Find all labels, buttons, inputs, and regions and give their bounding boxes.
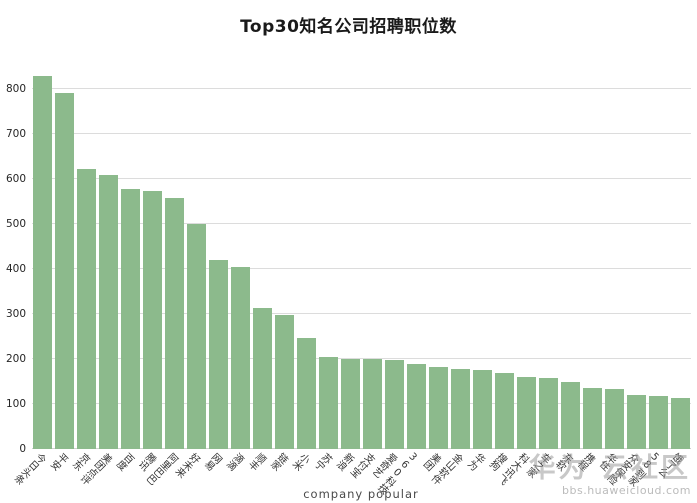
bar-华为 <box>472 370 492 449</box>
x-tick-label-小米: 小米 <box>288 449 311 472</box>
bar-好未来 <box>187 224 207 449</box>
x-tick-label-百度: 百度 <box>113 449 136 472</box>
gridline-y200 <box>32 358 691 359</box>
bar-今日头条 <box>33 76 53 449</box>
bar-滴滴 <box>231 266 251 449</box>
x-tick-label-链家: 链家 <box>266 449 289 472</box>
x-tick-label-网易: 网易 <box>201 449 223 472</box>
bar-金山软件 <box>450 368 470 449</box>
bar-携程 <box>582 387 602 449</box>
bar-平安 <box>55 93 75 449</box>
y-tick-label: 200 <box>5 353 26 365</box>
x-tick-label-滴滴: 滴滴 <box>222 449 245 472</box>
gridline-y800 <box>32 88 691 89</box>
bar-美团 <box>428 366 448 449</box>
bar-链家 <box>275 315 295 449</box>
bar-车之家 <box>538 377 558 449</box>
bar-饿了么 <box>670 398 690 449</box>
gridline-y100 <box>32 403 691 404</box>
bar-顺丰 <box>253 308 273 449</box>
bar-小米 <box>297 337 317 449</box>
bar-东软 <box>560 382 580 449</box>
bar-众安保险 <box>626 394 646 449</box>
bar-360科技 <box>406 363 426 449</box>
y-tick-label: 400 <box>5 263 26 275</box>
gridline-y300 <box>32 313 691 314</box>
x-tick-label-顺丰: 顺丰 <box>244 449 267 472</box>
y-tick-label: 800 <box>5 83 26 95</box>
bar-爱奇艺 <box>384 360 404 449</box>
gridline-y600 <box>32 178 691 179</box>
gridline-y500 <box>32 223 691 224</box>
x-axis-title: company popular <box>303 487 419 501</box>
y-tick-label: 700 <box>5 128 26 140</box>
bar-58到家 <box>648 396 668 449</box>
bar-支付宝 <box>362 359 382 449</box>
bar-苏宁 <box>319 357 339 449</box>
bar-京东 <box>77 168 97 449</box>
bar-阿里巴巴 <box>165 198 185 449</box>
x-tick-label-东软: 东软 <box>552 449 575 472</box>
bar-美团点评 <box>99 175 119 449</box>
bar-新浪 <box>341 358 361 449</box>
y-tick-label: 0 <box>19 443 26 455</box>
bar-百度 <box>121 188 141 449</box>
bar-网易 <box>209 260 229 449</box>
x-tick-label-携程: 携程 <box>574 449 597 472</box>
gridline-y400 <box>32 268 691 269</box>
bar-搜狗 <box>494 372 514 449</box>
x-tick-label-平安: 平安 <box>47 449 70 472</box>
bar-华住 <box>604 388 624 449</box>
x-tick-label-华为: 华为 <box>464 449 487 472</box>
y-tick-label: 100 <box>5 398 26 410</box>
gridline-y700 <box>32 133 691 134</box>
bar-科大讯飞 <box>516 377 536 449</box>
chart-title: Top30知名公司招聘职位数 <box>240 17 457 37</box>
plot-area <box>32 70 691 449</box>
y-tick-label: 600 <box>5 173 26 185</box>
gridline-y0 <box>32 448 691 449</box>
x-tick-label-苏宁: 苏宁 <box>310 449 333 472</box>
bar-腾讯 <box>143 191 163 449</box>
y-tick-label: 300 <box>5 308 26 320</box>
y-tick-label: 500 <box>5 218 26 230</box>
